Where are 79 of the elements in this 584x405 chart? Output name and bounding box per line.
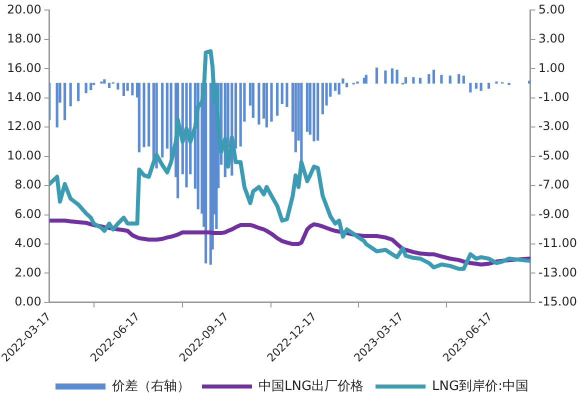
bar	[131, 82, 134, 96]
bar	[375, 68, 378, 84]
bar	[161, 82, 164, 158]
bar	[252, 82, 254, 118]
y2-tick-label: -15.00	[538, 294, 578, 309]
y2-tick-label: 1.00	[538, 60, 566, 75]
y2-tick-label: -13.00	[538, 265, 578, 280]
y2-tick-label: -1.00	[538, 90, 570, 104]
bar	[469, 82, 472, 92]
bar	[404, 77, 408, 84]
bar	[432, 70, 436, 84]
y-tick-label: 16.00	[6, 60, 42, 75]
bar	[364, 74, 368, 84]
y-tick-label: 20.00	[6, 2, 42, 16]
bar	[142, 82, 146, 148]
legend-label: 中国LNG出厂价格	[258, 378, 364, 394]
bar	[316, 82, 320, 141]
y-tick-label: 12.00	[6, 119, 42, 134]
bar	[204, 82, 208, 264]
bar	[286, 82, 288, 107]
bar	[396, 70, 398, 84]
bar	[334, 82, 337, 91]
y-tick-label: 14.00	[6, 90, 42, 104]
bar	[138, 82, 140, 152]
bar	[312, 82, 316, 142]
bar	[306, 82, 309, 132]
bar	[418, 78, 422, 84]
bar	[276, 82, 279, 116]
y-tick-label: 2.00	[14, 265, 42, 280]
bar	[122, 82, 126, 96]
y2-tick-label: -7.00	[538, 178, 570, 192]
bar	[384, 70, 387, 84]
bar	[428, 74, 430, 84]
bar	[528, 80, 530, 84]
bar	[458, 74, 460, 84]
legend-label: LNG到岸价:中国	[432, 378, 528, 394]
bar	[356, 81, 359, 84]
bar	[100, 81, 103, 84]
bar	[84, 82, 88, 94]
y2-tick-label: 5.00	[538, 2, 566, 16]
bar	[462, 76, 465, 84]
y-tick-label: 8.00	[14, 178, 42, 192]
y-tick-label: 6.00	[14, 206, 42, 221]
bar	[448, 76, 452, 84]
bar	[487, 82, 490, 89]
bar	[280, 82, 284, 104]
bar	[495, 81, 498, 84]
bar	[116, 82, 120, 90]
bar	[412, 77, 415, 84]
y-tick-label: 0.00	[14, 294, 42, 309]
y-tick-label: 10.00	[6, 148, 42, 162]
y2-tick-label: 3.00	[538, 32, 566, 46]
legend-label: 价差（右轴）	[111, 378, 190, 394]
bar	[294, 82, 297, 152]
y2-tick-label: -9.00	[538, 206, 570, 221]
y2-tick-label: -5.00	[538, 148, 570, 162]
bar	[239, 82, 242, 146]
bar	[148, 82, 150, 146]
bar	[321, 82, 324, 114]
bar	[390, 68, 394, 84]
bar	[338, 82, 340, 95]
y-tick-label: 18.00	[6, 32, 42, 46]
bar	[64, 82, 66, 120]
y2-tick-label: -3.00	[538, 119, 570, 134]
bar	[508, 82, 510, 86]
bar	[258, 82, 260, 125]
bar	[270, 82, 273, 122]
bar	[90, 82, 92, 90]
bar	[56, 82, 58, 128]
bar	[480, 82, 482, 91]
y-tick-label: 4.00	[14, 236, 42, 250]
bar	[77, 82, 80, 102]
bar	[69, 82, 72, 106]
bar	[265, 82, 268, 128]
y2-tick-label: -11.00	[538, 236, 578, 250]
bar	[440, 74, 443, 84]
bar	[108, 82, 111, 88]
bar	[170, 82, 172, 158]
bar	[474, 82, 478, 89]
